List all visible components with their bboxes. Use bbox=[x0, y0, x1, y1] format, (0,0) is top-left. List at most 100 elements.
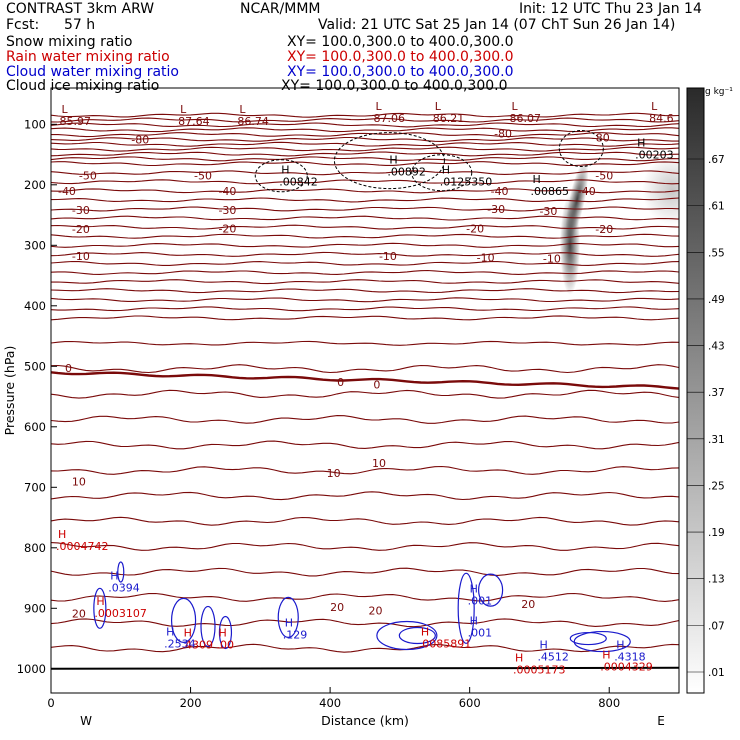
isotherm-label: 0 bbox=[65, 362, 72, 375]
isotherm-label: -30 bbox=[72, 204, 90, 217]
cloud-water-max-value: .4318 bbox=[614, 651, 646, 664]
forecast-hour: 57 h bbox=[64, 17, 96, 33]
isotherm-line bbox=[51, 206, 679, 212]
y-tick-label: 400 bbox=[24, 299, 46, 313]
isotherm-line bbox=[51, 389, 679, 399]
cloud-water-max-marker: H bbox=[539, 639, 547, 652]
field-rain-xy: XY= 100.0,300.0 to 400.0,300.0 bbox=[287, 49, 514, 65]
colorbar-tick-label: .67 bbox=[708, 154, 725, 166]
y-tick-label: 600 bbox=[24, 420, 46, 434]
isotherm-label: 0 bbox=[373, 378, 380, 391]
isotherm-label: -30 bbox=[539, 205, 557, 218]
isotherm-line bbox=[51, 179, 679, 185]
low-value: 86.74 bbox=[237, 115, 269, 128]
field-snow-xy: XY= 100.0,300.0 to 400.0,300.0 bbox=[287, 34, 514, 50]
isotherm-line bbox=[51, 260, 679, 266]
valid-time: Valid: 21 UTC Sat 25 Jan 14 (07 ChT Sun … bbox=[318, 17, 676, 33]
snow-max-value: .00865 bbox=[530, 185, 569, 198]
colorbar-tick-label: .37 bbox=[708, 387, 725, 399]
isotherm-label: -40 bbox=[218, 185, 236, 198]
organization: NCAR/MMM bbox=[240, 1, 321, 17]
cloud-water-max-value: .001 bbox=[468, 594, 493, 607]
isotherm-label: 20 bbox=[72, 608, 86, 621]
snow-max-value: .00203 bbox=[635, 149, 674, 162]
field-ice-xy: XY= 100.0,300.0 to 400.0,300.0 bbox=[281, 78, 508, 94]
isotherm-line bbox=[51, 567, 679, 577]
low-marker: L bbox=[239, 103, 246, 116]
cloud-water-contour bbox=[376, 620, 438, 651]
rain-max-value: .0003107 bbox=[94, 607, 147, 620]
cloud-water-contour bbox=[478, 573, 504, 607]
y-tick-label: 100 bbox=[24, 117, 46, 131]
field-cloudwater-xy: XY= 100.0,300.0 to 400.0,300.0 bbox=[287, 64, 514, 80]
colorbar-tick-label: .13 bbox=[708, 574, 725, 586]
cloud-water-contour bbox=[277, 596, 299, 638]
cloud-water-contour bbox=[398, 626, 436, 645]
east-label: E bbox=[657, 714, 665, 728]
isotherm-line bbox=[51, 415, 679, 424]
isotherm-label: -40 bbox=[58, 185, 76, 198]
isotherm-line bbox=[51, 146, 679, 152]
plot-frame bbox=[50, 87, 680, 694]
isotherm-line bbox=[51, 242, 679, 248]
isotherm-line bbox=[51, 542, 679, 551]
isotherm-line bbox=[51, 279, 679, 285]
isotherm-label: -50 bbox=[595, 170, 613, 183]
isotherm-line bbox=[51, 315, 679, 321]
rain-max-value: .0004329 bbox=[600, 660, 653, 673]
colorbar-tick-label: .43 bbox=[708, 341, 725, 353]
isotherm-line bbox=[51, 170, 679, 176]
isotherm-line bbox=[51, 297, 679, 303]
colorbar bbox=[686, 87, 705, 694]
snow-max-marker: H bbox=[442, 164, 450, 177]
cloud-water-contour bbox=[457, 572, 475, 644]
snow-contours bbox=[254, 130, 604, 193]
isotherm-line bbox=[51, 306, 679, 312]
cloud-water-contour bbox=[200, 605, 216, 648]
contour-labels: -80 -80 -80-50 -50 -50-40 -40 -40 -40-30 -30 -30-… bbox=[58, 127, 613, 620]
cloud-water-max-marker: H bbox=[470, 614, 478, 627]
y-axis-label: Pressure (hPa) bbox=[2, 346, 17, 436]
field-ice-name: Cloud ice mixing ratio bbox=[6, 78, 160, 94]
low-marker: L bbox=[61, 103, 68, 116]
rain-max-marker: H bbox=[515, 651, 523, 664]
isotherm-label: -20 bbox=[72, 223, 90, 236]
cloud-water-max-value: .001 bbox=[468, 626, 493, 639]
isotherm-line bbox=[51, 440, 679, 450]
isotherm-label: 10 bbox=[72, 475, 86, 488]
cloud-water-max-marker: H bbox=[110, 570, 118, 583]
low-value: 84.6 bbox=[649, 112, 674, 125]
snow-max-value: .00892 bbox=[387, 165, 426, 178]
cloud-water-contours bbox=[93, 561, 631, 653]
extrema-labels: L85.97L87.64L86.74L87.06L86.21L86.07L84.… bbox=[56, 100, 674, 676]
x-tick-label: 400 bbox=[319, 696, 341, 710]
isotherm-label: -30 bbox=[487, 203, 505, 216]
low-value: 87.64 bbox=[178, 115, 210, 128]
isotherm-line bbox=[51, 491, 679, 501]
colorbar-tick-label: .25 bbox=[708, 480, 725, 492]
isotherm-line bbox=[51, 215, 679, 221]
cloud-water-max-value: .0394 bbox=[108, 582, 140, 595]
cloud-water-max-marker: H bbox=[470, 582, 478, 595]
snow-max-value: .00842 bbox=[279, 176, 318, 189]
y-tick-label: 900 bbox=[24, 601, 46, 615]
isotherm-label: 10 bbox=[327, 467, 341, 480]
isotherm-line bbox=[51, 141, 679, 147]
low-marker: L bbox=[435, 100, 442, 113]
y-tick-label: 800 bbox=[24, 541, 46, 555]
isotherm-label: -10 bbox=[72, 250, 90, 263]
cloud-water-contour bbox=[117, 561, 125, 583]
snow-contour bbox=[254, 159, 308, 193]
isotherm-label: -30 bbox=[218, 204, 236, 217]
isotherm-line bbox=[51, 364, 679, 374]
ground-line bbox=[50, 666, 680, 670]
snow-max-value: .0125350 bbox=[440, 176, 493, 189]
snow-max-marker: H bbox=[281, 164, 289, 177]
cloud-ice-plume-top bbox=[565, 160, 589, 240]
isotherm-label: -80 bbox=[592, 132, 610, 145]
isotherm-label: -40 bbox=[578, 185, 596, 198]
colorbar-tick-label: .55 bbox=[708, 247, 725, 259]
snow-max-marker: H bbox=[532, 173, 540, 186]
rain-max-marker: H bbox=[184, 627, 192, 640]
